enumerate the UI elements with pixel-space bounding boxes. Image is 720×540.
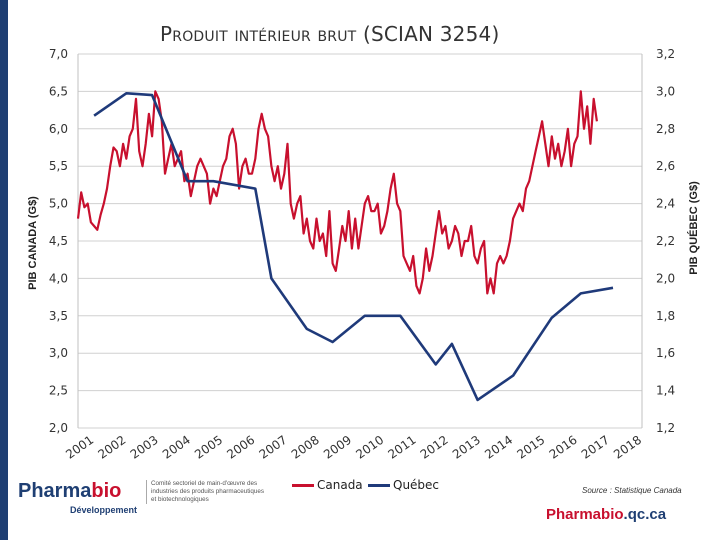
left-tick-label: 2,5 xyxy=(49,384,68,398)
url-part1: Pharmabio xyxy=(546,506,624,523)
x-tick-label: 2002 xyxy=(95,433,128,462)
logo-subtitle: Développement xyxy=(70,505,138,515)
x-tick-label: 2006 xyxy=(224,433,257,462)
url-part2: .qc.ca xyxy=(623,506,667,523)
legend-quebec-swatch xyxy=(368,484,390,487)
x-tick-label: 2008 xyxy=(289,433,322,462)
left-tick-label: 4,0 xyxy=(49,271,68,285)
left-tick-label: 6,5 xyxy=(49,84,68,98)
right-tick-label: 1,6 xyxy=(656,346,675,360)
right-tick-label: 2,8 xyxy=(656,122,675,136)
x-axis-ticks: 2001 2002 2003 2004 2005 2006 2007 2008 2009 2010… xyxy=(63,433,644,462)
right-tick-label: 1,8 xyxy=(656,309,675,323)
left-axis-label: PIB CANADA (G$) xyxy=(27,196,39,290)
x-tick-label: 2014 xyxy=(482,433,515,462)
x-tick-label: 2010 xyxy=(353,433,386,462)
x-tick-label: 2001 xyxy=(63,433,96,462)
x-tick-label: 2016 xyxy=(547,433,580,462)
x-tick-label: 2018 xyxy=(611,433,644,462)
left-tick-label: 6,0 xyxy=(49,122,68,136)
legend-canada-swatch xyxy=(292,484,314,487)
logo-description: Comité sectoriel de main-d'œuvre des ind… xyxy=(146,480,266,504)
x-tick-label: 2015 xyxy=(514,433,547,462)
x-tick-label: 2004 xyxy=(160,433,193,462)
x-tick-label: 2013 xyxy=(450,433,483,462)
series-lines xyxy=(76,90,614,402)
logo-brand-part1: Pharma xyxy=(18,480,92,502)
series-line-quebec xyxy=(93,92,614,402)
legend-quebec-label: Québec xyxy=(393,478,440,492)
right-tick-label: 3,0 xyxy=(656,84,675,98)
x-tick-label: 2007 xyxy=(257,433,290,462)
left-tick-label: 3,5 xyxy=(49,309,68,323)
left-tick-label: 5,5 xyxy=(49,159,68,173)
right-axis-ticks: 1,2 1,4 1,6 1,8 2,0 2,2 2,4 2,6 2,8 3,0 3,2 xyxy=(656,47,675,435)
right-tick-label: 2,4 xyxy=(656,197,675,211)
right-tick-label: 1,4 xyxy=(656,384,675,398)
source-note: Source : Statistique Canada xyxy=(582,486,682,495)
x-tick-label: 2011 xyxy=(386,433,419,462)
x-tick-label: 2005 xyxy=(192,433,225,462)
chart-title: Produit intérieur brut (SCIAN 3254) xyxy=(160,22,500,46)
legend-canada: Canada xyxy=(292,478,363,492)
left-tick-label: 3,0 xyxy=(49,346,68,360)
legend-canada-label: Canada xyxy=(317,478,363,492)
left-tick-label: 5,0 xyxy=(49,197,68,211)
website-url[interactable]: Pharmabio.qc.ca xyxy=(546,506,666,523)
right-axis-label: PIB QUÉBEC (G$) xyxy=(687,181,700,275)
legend-quebec: Québec xyxy=(368,478,439,492)
x-tick-label: 2012 xyxy=(418,433,451,462)
series-line-canada xyxy=(76,90,598,295)
right-tick-label: 3,2 xyxy=(656,47,675,61)
pharmabio-logo: Pharmabio Développement Comité sectoriel… xyxy=(18,478,264,526)
logo-brand: Pharmabio xyxy=(18,480,121,503)
left-tick-label: 7,0 xyxy=(49,47,68,61)
left-accent-bar xyxy=(0,0,8,540)
right-tick-label: 1,2 xyxy=(656,421,675,435)
left-tick-label: 2,0 xyxy=(49,421,68,435)
right-tick-label: 2,0 xyxy=(656,271,675,285)
left-axis-ticks: 2,0 2,5 3,0 3,5 4,0 4,5 5,0 5,5 6,0 6,5 7,0 xyxy=(49,47,68,435)
x-tick-label: 2017 xyxy=(579,433,612,462)
x-tick-label: 2009 xyxy=(321,433,354,462)
left-tick-label: 4,5 xyxy=(49,234,68,248)
x-tick-label: 2003 xyxy=(128,433,161,462)
right-tick-label: 2,2 xyxy=(656,234,675,248)
logo-brand-part2: bio xyxy=(91,480,122,502)
right-tick-label: 2,6 xyxy=(656,159,675,173)
